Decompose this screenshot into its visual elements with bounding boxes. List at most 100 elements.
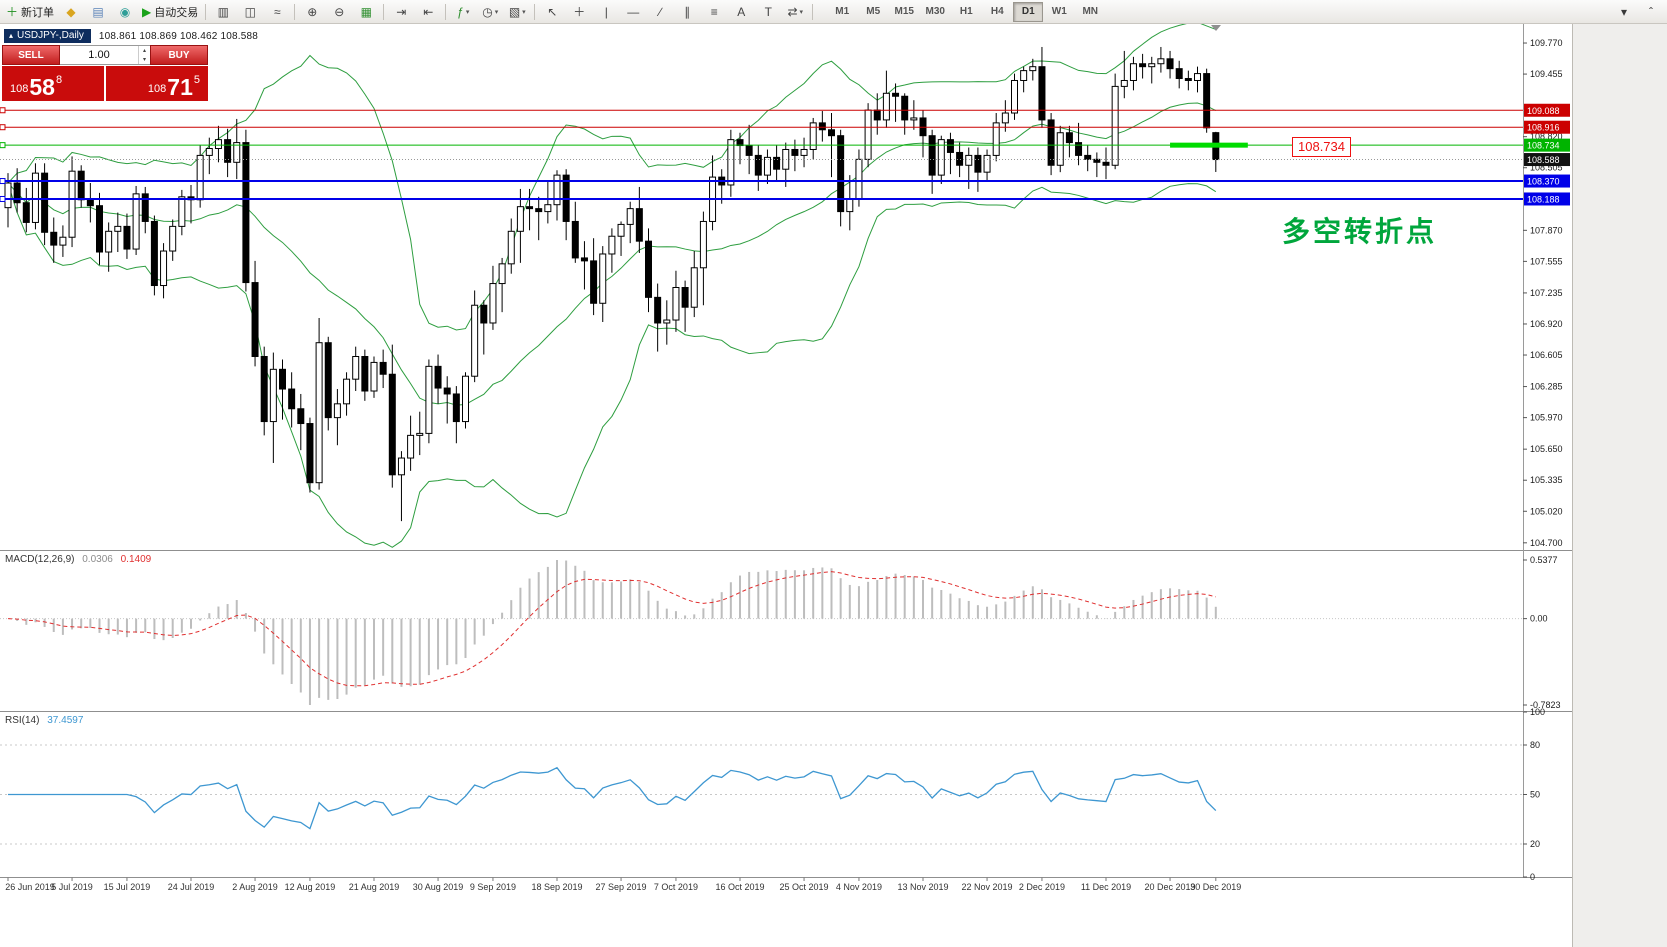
candle [352,356,360,380]
arrows-button[interactable]: ⇄ ▾ [782,1,808,23]
chevron-down-icon[interactable]: ▾ [522,8,526,16]
toolbar-overflow-button[interactable]: ▾ [1611,1,1637,23]
price-axis-label: 104.700 [1530,538,1563,548]
bollinger-bands [7,24,1217,548]
chart-symbol-tab[interactable]: ▴ USDJPY-,Daily [4,29,91,43]
candle [1093,158,1101,163]
candle [160,250,168,287]
volume-value[interactable]: 1.00 [88,49,110,61]
horizontal-line-button[interactable]: — [620,1,646,23]
chevron-down-icon[interactable]: ▾ [465,8,470,16]
chevron-down-icon[interactable]: ▾ [494,8,499,16]
zoom-out-button[interactable]: ⊖ [326,1,352,23]
candle [1203,73,1211,129]
timeframe-m30[interactable]: M30 [925,6,945,17]
price-axis-label: 107.235 [1530,288,1563,298]
candle [681,287,689,308]
toolbar-collapse-button[interactable]: ˆ [1638,1,1664,23]
sell-button[interactable]: SELL [2,45,60,65]
line-handle[interactable] [0,142,6,149]
candle [86,199,94,207]
timeframe-h4[interactable]: H4 [990,6,1004,17]
line-handle[interactable] [0,107,6,114]
candle [690,267,698,308]
price-axis-label: 105.335 [1530,475,1563,485]
data-refresh-button[interactable]: ◉ [112,1,138,23]
line-handle[interactable] [0,195,6,202]
line-handle[interactable] [0,124,6,131]
profiles-button[interactable]: ▤ [85,1,111,23]
timeframe-h1[interactable]: H1 [959,6,973,17]
timeframe-toolbar: M1 M5 M15 M30 H1 H4 D1 W1 MN [827,1,1105,22]
zoom-in-button[interactable]: ⊕ [299,1,325,23]
line-chart-icon: ≈ [273,4,281,19]
line-chart-button[interactable]: ≈ [264,1,290,23]
price-axis-label: 108.505 [1530,163,1563,173]
templates-button[interactable]: ▧ ▾ [504,1,530,23]
text-button[interactable]: A [728,1,754,23]
candle [526,206,534,210]
candle [1075,142,1083,156]
sell-price[interactable]: 108 58 8 [2,66,104,101]
arrows-icon: ⇄ [787,4,798,19]
fibonacci-icon: ≡ [710,4,718,19]
price-badge [1524,153,1570,167]
chart-annotation[interactable]: 多空转折点 [1282,216,1438,247]
timeframe-w1[interactable]: W1 [1051,6,1067,17]
candle [1029,66,1037,72]
bars-chart-button[interactable]: ▥ [210,1,236,23]
volume-down-stepper[interactable]: ▾ [142,57,146,63]
auto-scroll-button[interactable]: ⇥ [388,1,414,23]
highlight-segment[interactable] [1170,142,1248,148]
timeframe-m15[interactable]: M15 [894,6,914,17]
candle [928,135,936,176]
candles-chart-button[interactable]: ◫ [237,1,263,23]
candle [416,432,424,436]
line-handle[interactable] [0,178,6,185]
channel-button[interactable]: ∥ [674,1,700,23]
buy-price[interactable]: 108 71 5 [106,66,208,101]
timeframe-m1[interactable]: M1 [835,6,850,17]
workspace-background [1572,24,1667,947]
new-chart-button[interactable]: ◆ [58,1,84,23]
timeframe-m5[interactable]: M5 [866,6,881,17]
price-axis-label: 106.605 [1530,350,1563,360]
cursor-button[interactable]: ↖ [539,1,565,23]
date-axis-label: 11 Dec 2019 [1081,882,1131,892]
timeframe-d1[interactable]: D1 [1013,1,1044,22]
price-axis-label: 105.970 [1530,413,1563,423]
candle [297,408,305,425]
buy-button[interactable]: BUY [150,45,208,65]
volume-field[interactable]: 1.00 ▴ ▾ [60,45,150,65]
price-level-label[interactable]: 108.734 [1292,137,1351,157]
volume-up-stepper[interactable]: ▴ [142,48,146,54]
bb-lower-line [7,182,1217,548]
candles-layer [4,46,1220,522]
vertical-line-button[interactable]: | [593,1,619,23]
timeframe-mn[interactable]: MN [1082,6,1099,17]
buy-price-main: 108 [147,83,167,95]
new-order-button[interactable]: ＋新订单 [3,1,57,23]
chart-shift-button[interactable]: ⇤ [415,1,441,23]
crosshair-button[interactable]: ＋ [566,1,592,23]
tile-windows-icon: ▦ [360,4,372,19]
auto-trading-button[interactable]: ▶ 自动交易 [139,1,201,23]
chart-shift-marker[interactable] [1211,25,1221,31]
candle [773,156,781,170]
candle [13,182,21,204]
fibonacci-button[interactable]: ≡ [701,1,727,23]
chevron-down-icon[interactable]: ▾ [799,8,804,16]
candle [617,223,625,237]
text-label-button[interactable]: T [755,1,781,23]
rsi-axis-label: 0 [1530,872,1535,882]
candle [224,139,232,163]
toolbar-separator [812,3,814,20]
candle [288,388,296,410]
indicators-button[interactable]: ƒ ▾ [450,1,476,23]
tile-windows-button[interactable]: ▦ [353,1,379,23]
candle [553,174,561,206]
date-axis-label: 12 Aug 2019 [285,882,336,892]
periods-button[interactable]: ◷ ▾ [477,1,503,23]
trendline-button[interactable]: ∕ [647,1,673,23]
candle [837,135,845,213]
